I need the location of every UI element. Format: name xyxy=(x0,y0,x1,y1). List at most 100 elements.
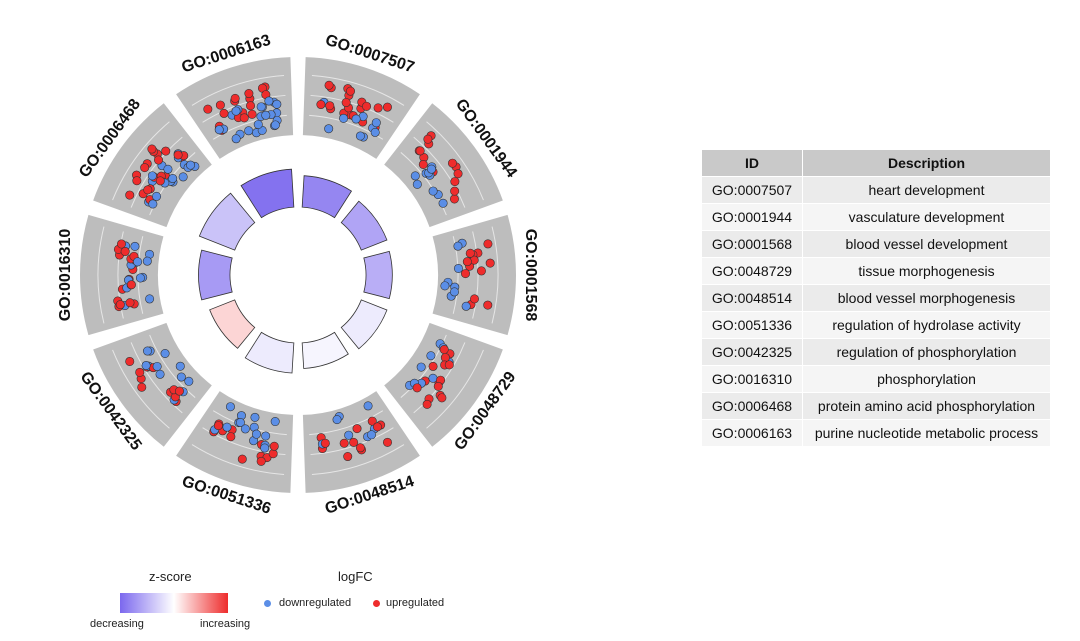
downregulated-point xyxy=(344,430,354,440)
downregulated-point xyxy=(355,131,365,141)
scatter-gridline xyxy=(426,349,484,429)
downregulated-point xyxy=(427,164,437,174)
upregulated-point xyxy=(268,449,278,459)
upregulated-point xyxy=(239,113,249,123)
scatter-gridline xyxy=(472,231,479,319)
zscore-bar xyxy=(198,192,256,251)
upregulated-point xyxy=(132,176,142,186)
legend: z-score decreasing increasing logFC down… xyxy=(80,565,500,635)
downregulated-point xyxy=(461,301,471,311)
logfc-legend-title: logFC xyxy=(338,569,373,584)
zscore-bar xyxy=(244,331,295,374)
scatter-gridline xyxy=(191,74,285,106)
upregulated-point xyxy=(483,300,493,310)
scatter-gridline xyxy=(311,444,405,476)
downregulated-point xyxy=(438,198,448,208)
upregulated-point xyxy=(341,98,351,108)
scatter-track xyxy=(432,214,516,336)
downregulated-point xyxy=(367,430,377,440)
upregulated-point xyxy=(125,298,135,308)
upregulated-point xyxy=(324,80,334,90)
downregulated-point xyxy=(135,273,145,283)
upregulated-point xyxy=(203,104,213,114)
upregulated-point xyxy=(143,185,153,195)
upregulated-point xyxy=(316,100,326,110)
downregulated-point xyxy=(214,125,224,135)
upregulated-point xyxy=(423,134,433,144)
scatter-track xyxy=(80,214,164,336)
downregulated-point xyxy=(251,429,261,439)
table-row: GO:0016310 phosphorylation xyxy=(702,365,1051,393)
upregulated-point xyxy=(147,144,157,154)
upregulated-point xyxy=(219,108,229,118)
downregulated-point xyxy=(332,415,342,425)
downregulated-point xyxy=(416,362,426,372)
table-cell-description: tissue morphogenesis xyxy=(802,257,1051,285)
upregulated-point xyxy=(462,257,472,267)
upregulated-point xyxy=(437,393,447,403)
table-cell-description: purine nucleotide metabolic process xyxy=(802,419,1051,447)
upregulated-point xyxy=(256,456,266,466)
upregulated-point xyxy=(367,416,377,426)
upregulated-point xyxy=(120,247,130,257)
scatter-gridline xyxy=(112,121,170,201)
upregulated-point xyxy=(155,176,165,186)
table-cell-id: GO:0048514 xyxy=(702,284,803,312)
scatter-gridline xyxy=(426,121,484,201)
downregulated-point xyxy=(225,402,235,412)
upregulated-point xyxy=(447,158,457,168)
downregulated-point xyxy=(261,110,271,120)
downregulated-point xyxy=(324,124,334,134)
downregulated-point xyxy=(261,431,271,441)
upregulated-dot-icon xyxy=(373,600,380,607)
upregulated-point xyxy=(372,422,382,432)
upregulated-point xyxy=(246,101,256,111)
circular-plot-svg: GO:0007507GO:0001944GO:0001568GO:0048729… xyxy=(57,32,539,518)
table-header-id: ID xyxy=(702,150,803,177)
upregulated-point xyxy=(115,300,125,310)
table-row: GO:0007507 heart development xyxy=(702,176,1051,204)
downregulated-point xyxy=(142,346,152,356)
downregulated-point xyxy=(175,361,185,371)
table-cell-description: blood vessel development xyxy=(802,230,1051,258)
upregulated-point xyxy=(247,109,257,119)
upregulated-point xyxy=(237,454,247,464)
downregulated-point xyxy=(231,106,241,116)
go-term-table: ID Description GO:0007507 heart developme… xyxy=(702,150,1051,447)
downregulated-point xyxy=(178,172,188,182)
downregulated-point xyxy=(440,281,450,291)
upregulated-point xyxy=(244,89,254,99)
zscore-low-label: decreasing xyxy=(90,618,144,630)
upregulated-point xyxy=(362,101,372,111)
downregulated-point xyxy=(270,120,280,130)
upregulated-point xyxy=(161,146,171,156)
upregulated-point xyxy=(412,383,422,393)
table-cell-id: GO:0006468 xyxy=(702,392,803,420)
downregulated-point xyxy=(235,418,245,428)
downregulated-point xyxy=(142,256,152,266)
scatter-gridline xyxy=(400,152,447,216)
upregulated-point xyxy=(485,258,495,268)
upregulated-label: upregulated xyxy=(386,597,445,609)
table-cell-description: blood vessel morphogenesis xyxy=(802,284,1051,312)
scatter-track xyxy=(384,103,503,228)
table-row: GO:0051336 regulation of hydrolase activi… xyxy=(702,311,1051,339)
scatter-gridline xyxy=(202,94,286,123)
table-cell-id: GO:0042325 xyxy=(702,338,803,366)
table-cell-id: GO:0001944 xyxy=(702,203,803,231)
table-cell-description: vasculature development xyxy=(802,203,1051,231)
table-header-description: Description xyxy=(802,150,1051,177)
zscore-bar xyxy=(240,168,295,219)
downregulated-point xyxy=(186,160,196,170)
downregulated-point xyxy=(453,263,463,273)
upregulated-point xyxy=(126,280,136,290)
upregulated-point xyxy=(422,399,432,409)
downregulated-point xyxy=(130,241,140,251)
table-row: GO:0001944 vasculature development xyxy=(702,203,1051,231)
downregulated-point xyxy=(152,361,162,371)
scatter-gridline xyxy=(452,236,459,314)
table-cell-id: GO:0006163 xyxy=(702,419,803,447)
table-row: GO:0006468 protein amino acid phosphoryla… xyxy=(702,392,1051,420)
upregulated-point xyxy=(339,438,349,448)
upregulated-point xyxy=(137,382,147,392)
